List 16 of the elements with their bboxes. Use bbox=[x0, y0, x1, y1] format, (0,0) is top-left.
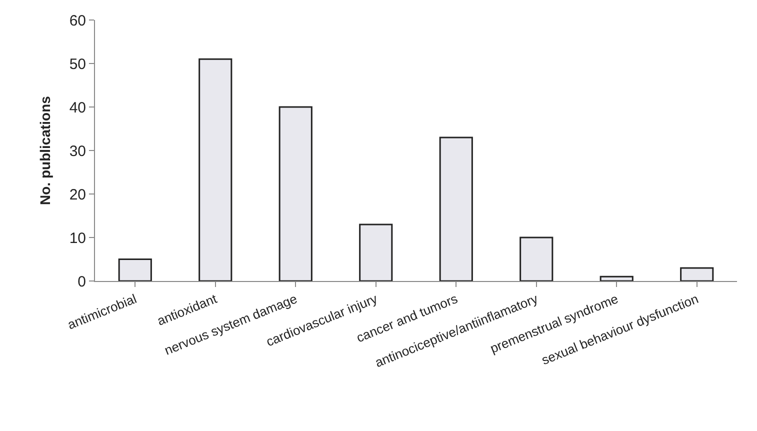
y-axis-title: No. publications bbox=[36, 96, 53, 205]
y-tick-label: 40 bbox=[69, 99, 86, 116]
y-tick-label: 0 bbox=[78, 273, 86, 290]
bar bbox=[439, 136, 473, 281]
bar bbox=[680, 267, 714, 281]
bar bbox=[520, 236, 554, 281]
bar bbox=[118, 258, 152, 281]
y-tick-label: 10 bbox=[69, 230, 86, 247]
y-tick-label: 50 bbox=[69, 56, 86, 73]
bar bbox=[278, 106, 312, 281]
y-tick-label: 30 bbox=[69, 142, 86, 160]
y-tick-label: 60 bbox=[69, 12, 86, 30]
bar bbox=[198, 58, 232, 281]
bar bbox=[600, 276, 634, 281]
bar bbox=[359, 224, 393, 281]
y-tick-label: 20 bbox=[69, 186, 86, 204]
